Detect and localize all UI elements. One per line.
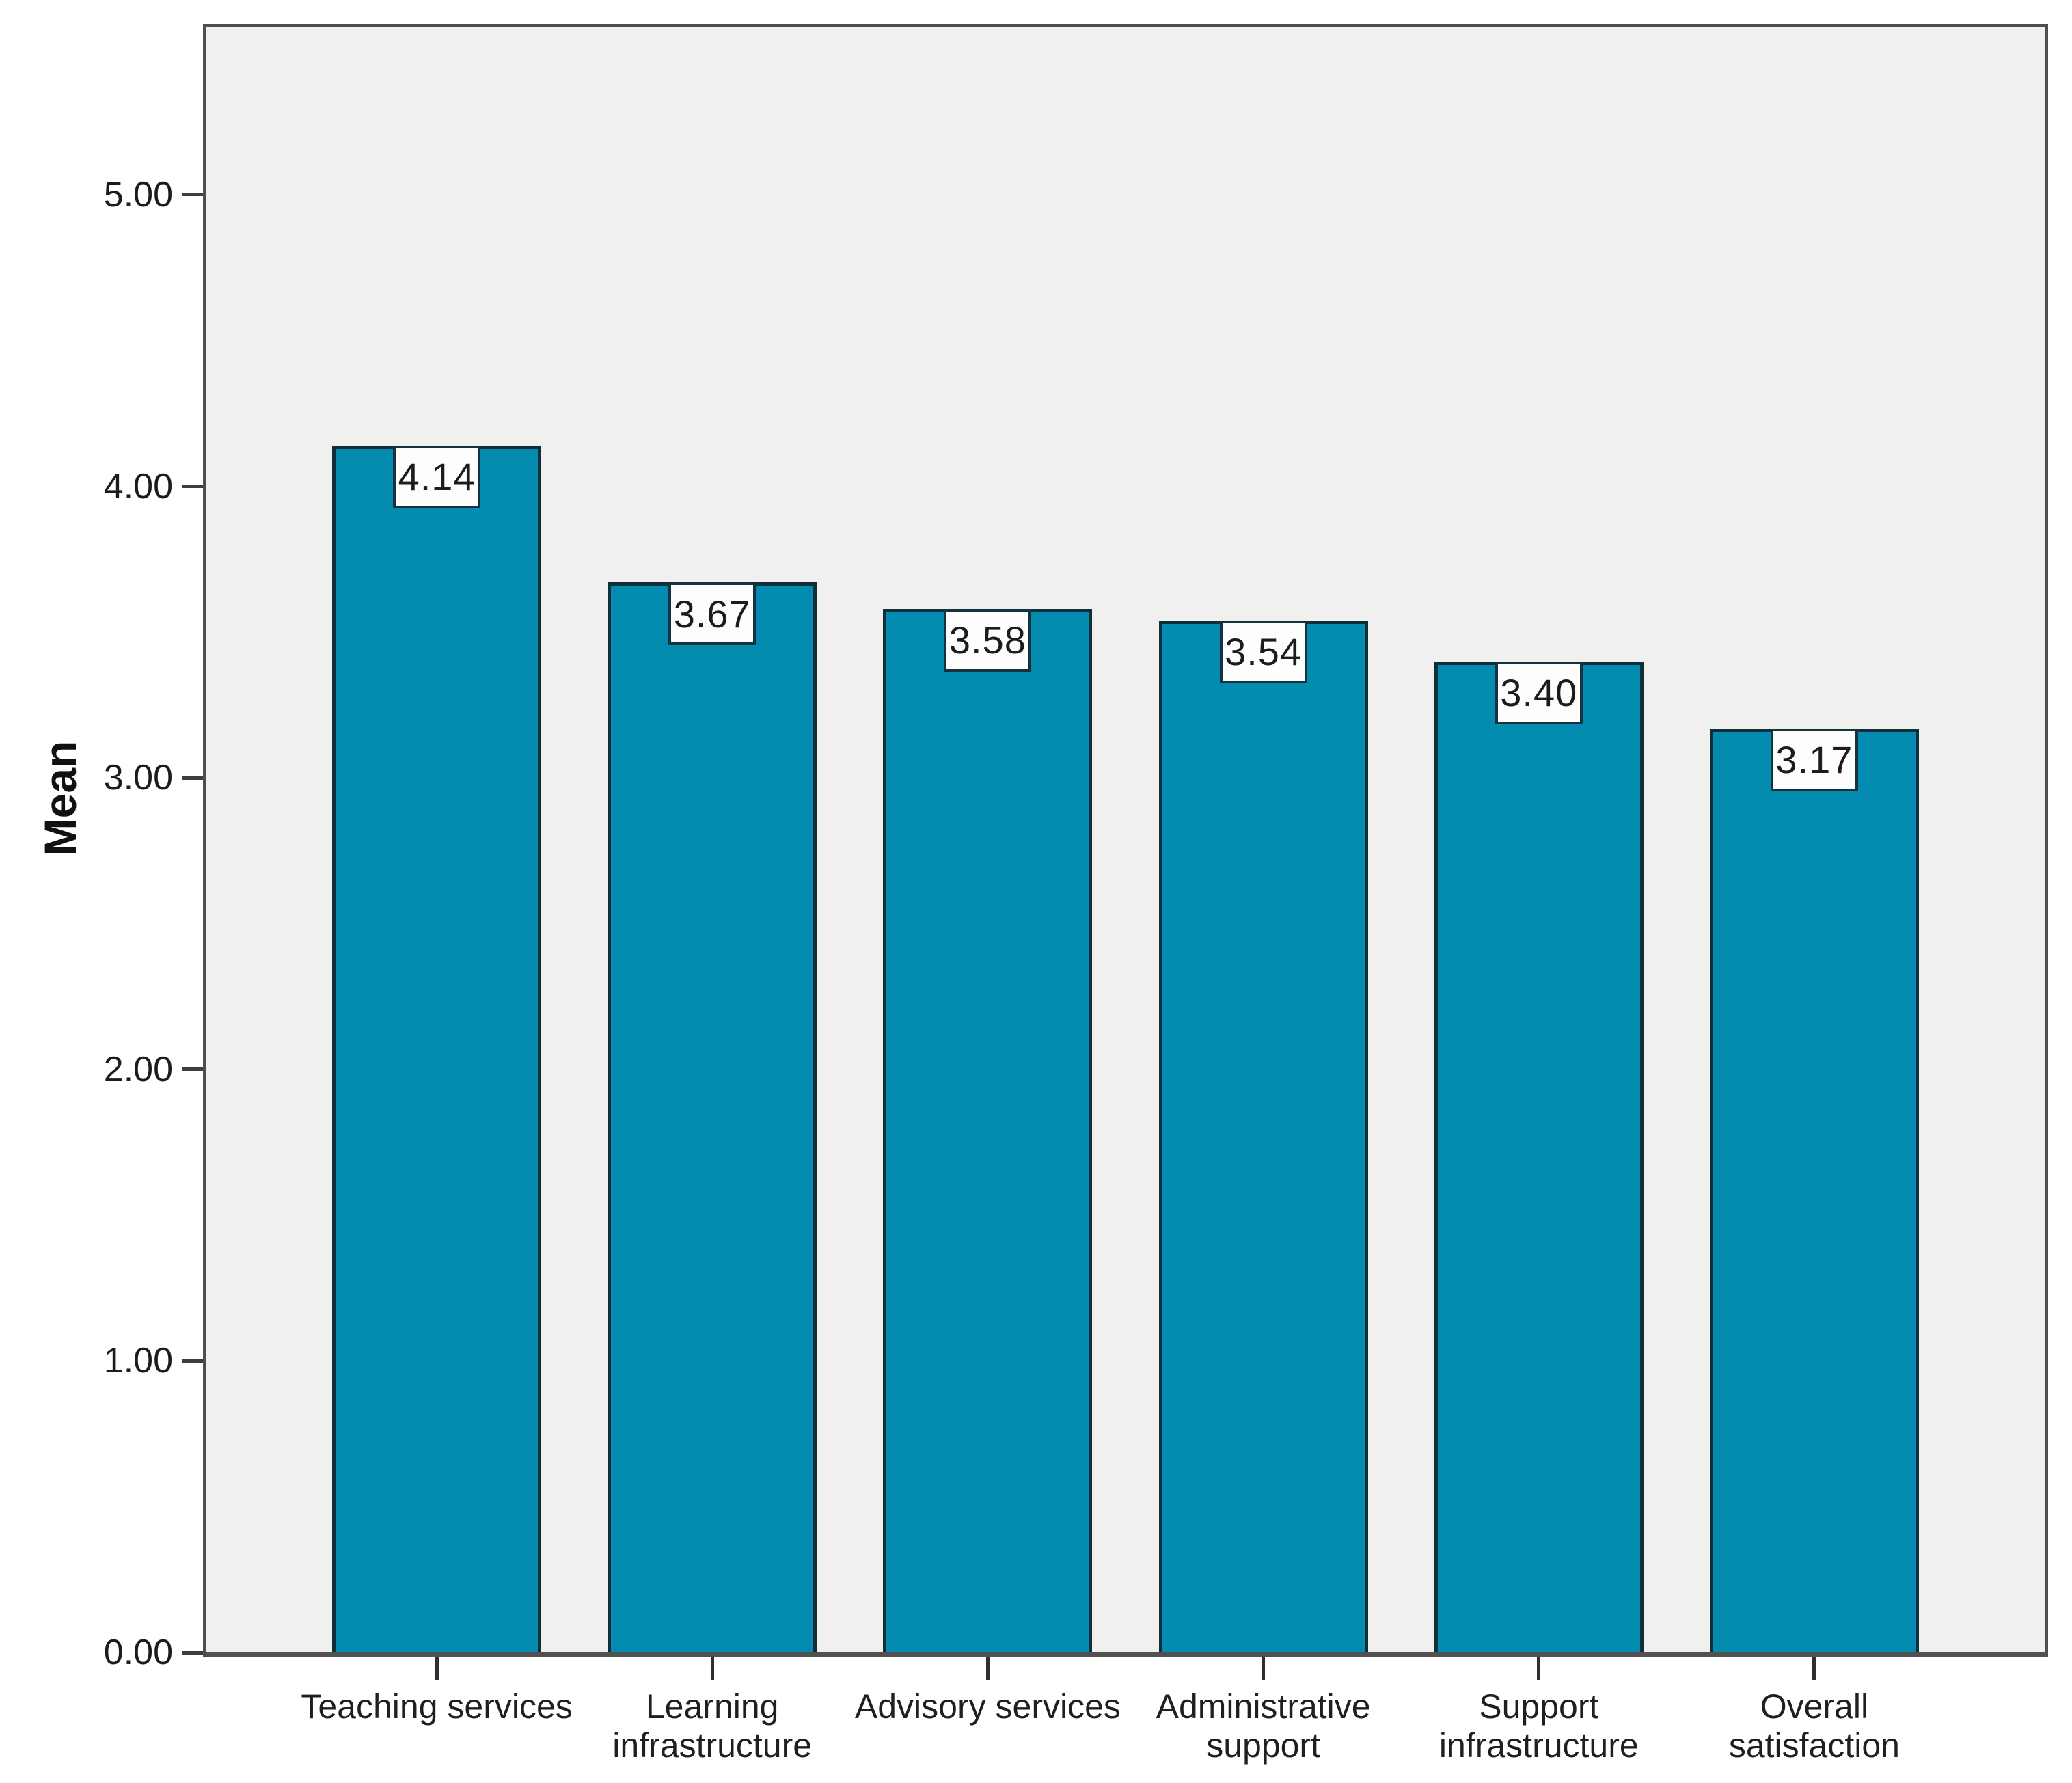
- y-tick-label: 1.00: [103, 1341, 173, 1381]
- bar-value-text: 3.17: [1775, 738, 1853, 782]
- bar-value-text: 3.67: [673, 592, 751, 636]
- y-tick: [182, 193, 203, 197]
- y-tick-label: 5.00: [103, 174, 173, 215]
- y-tick-label: 2.00: [103, 1049, 173, 1089]
- bar: [1158, 620, 1368, 1652]
- category-label: Learning infrastructure: [612, 1687, 813, 1765]
- bar-value-text: 3.54: [1225, 630, 1303, 674]
- category-label: Support infrastructure: [1439, 1687, 1639, 1765]
- plot-area: 4.14 3.67 3.58 3.54 3.40 3.17: [203, 24, 2048, 1657]
- x-tick: [1537, 1657, 1541, 1680]
- x-tick: [1262, 1657, 1266, 1680]
- bar: [332, 445, 542, 1652]
- x-tick: [985, 1657, 990, 1680]
- bar-value-text: 3.58: [949, 618, 1026, 662]
- category-label: Administrative support: [1156, 1687, 1371, 1765]
- y-axis-title: Mean: [35, 740, 85, 856]
- y-tick-label: 4.00: [103, 466, 173, 506]
- y-tick: [182, 776, 203, 780]
- bar-value-label: 3.58: [944, 608, 1032, 672]
- x-axis: Teaching services Learning infrastructure…: [206, 1657, 2045, 1783]
- y-tick: [182, 1650, 203, 1655]
- bar-value-label: 4.14: [393, 445, 481, 508]
- bar-value-text: 4.14: [398, 455, 476, 499]
- y-axis: 0.00 1.00 2.00 3.00 4.00 5.00: [0, 27, 203, 1670]
- category-label: Overall satisfaction: [1728, 1687, 1900, 1765]
- bar-value-label: 3.54: [1219, 620, 1307, 683]
- bar: [883, 608, 1093, 1652]
- y-tick-label: 3.00: [103, 758, 173, 798]
- y-tick: [182, 1359, 203, 1363]
- bar-value-label: 3.67: [668, 582, 756, 646]
- bar-value-label: 3.40: [1495, 661, 1583, 724]
- x-tick: [435, 1657, 439, 1680]
- bar: [1434, 661, 1644, 1652]
- bar-value-text: 3.40: [1500, 671, 1578, 714]
- x-tick: [710, 1657, 714, 1680]
- bar: [1709, 728, 1919, 1652]
- y-tick: [182, 1067, 203, 1072]
- bar: [608, 582, 817, 1652]
- x-tick: [1812, 1657, 1816, 1680]
- category-label: Teaching services: [301, 1687, 573, 1726]
- y-tick: [182, 485, 203, 488]
- bar-value-label: 3.17: [1770, 728, 1858, 791]
- y-tick-label: 0.00: [103, 1633, 173, 1672]
- category-label: Advisory services: [854, 1687, 1121, 1726]
